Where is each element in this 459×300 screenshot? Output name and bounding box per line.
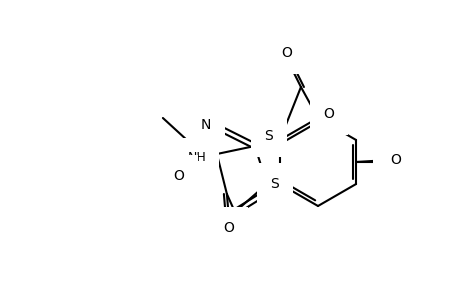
Text: S: S (270, 177, 279, 191)
Text: N: N (200, 118, 210, 132)
Text: O: O (281, 46, 292, 60)
Text: O: O (390, 153, 401, 167)
Text: O: O (223, 221, 234, 235)
Text: O: O (386, 155, 397, 169)
Text: O: O (395, 157, 406, 171)
Text: S: S (264, 129, 273, 143)
Text: O: O (323, 107, 334, 121)
Text: O: O (173, 169, 184, 183)
Text: NH: NH (188, 151, 207, 164)
